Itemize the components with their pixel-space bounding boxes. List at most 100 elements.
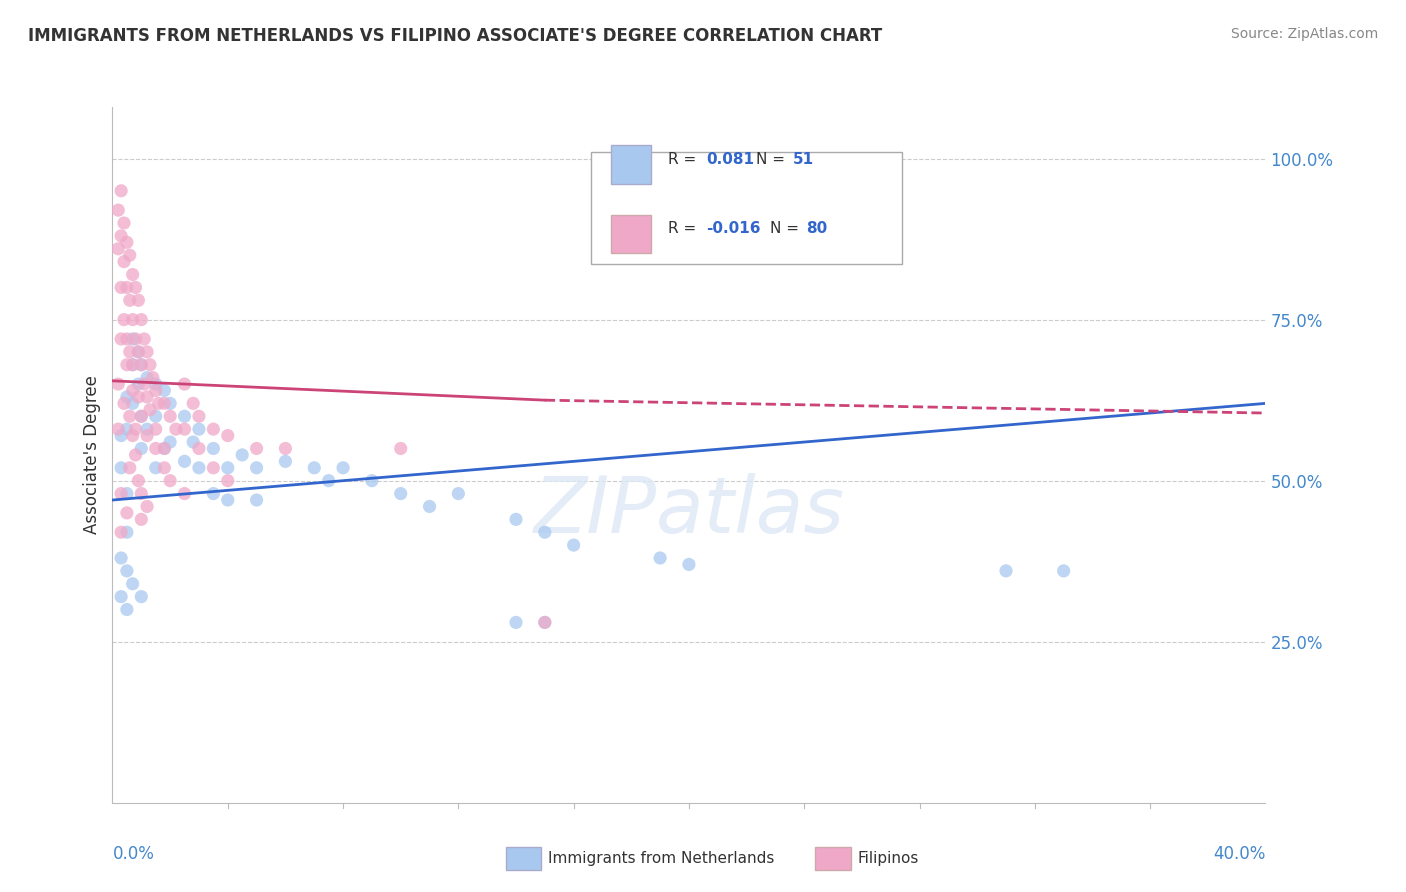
Bar bbox=[610, 215, 651, 253]
Point bbox=[245, 493, 267, 508]
Point bbox=[107, 422, 129, 436]
Point bbox=[995, 564, 1018, 578]
Point bbox=[110, 184, 132, 198]
Text: 51: 51 bbox=[793, 152, 814, 167]
Point bbox=[217, 460, 239, 475]
Bar bbox=[610, 145, 651, 184]
Point bbox=[360, 474, 382, 488]
Point bbox=[145, 409, 167, 424]
Text: N =: N = bbox=[769, 221, 803, 236]
Point bbox=[1052, 564, 1074, 578]
Point bbox=[533, 615, 555, 630]
Point bbox=[505, 512, 527, 526]
Point bbox=[121, 358, 143, 372]
Point bbox=[129, 512, 153, 526]
Text: R =: R = bbox=[668, 152, 702, 167]
Point bbox=[129, 312, 153, 326]
Point bbox=[127, 390, 149, 404]
Point bbox=[648, 551, 672, 566]
Point bbox=[129, 409, 153, 424]
Point bbox=[136, 344, 159, 359]
Point bbox=[274, 442, 297, 456]
Point bbox=[129, 590, 153, 604]
Point bbox=[127, 344, 149, 359]
Point bbox=[173, 409, 195, 424]
Point bbox=[173, 454, 195, 468]
Point bbox=[159, 435, 181, 450]
Point bbox=[153, 384, 176, 398]
Text: -0.016: -0.016 bbox=[706, 221, 761, 236]
Point bbox=[127, 474, 149, 488]
Point bbox=[153, 460, 176, 475]
Point bbox=[118, 460, 141, 475]
Point bbox=[159, 409, 181, 424]
Point bbox=[115, 390, 138, 404]
Point bbox=[110, 228, 132, 243]
Point bbox=[245, 460, 267, 475]
Point bbox=[678, 558, 700, 572]
Point bbox=[145, 422, 167, 436]
Point bbox=[110, 525, 132, 540]
Point bbox=[110, 332, 132, 346]
Point bbox=[115, 332, 138, 346]
Point bbox=[389, 486, 412, 500]
Point bbox=[115, 506, 138, 520]
Point bbox=[112, 396, 135, 410]
Point bbox=[153, 442, 176, 456]
Point bbox=[110, 428, 132, 442]
Point bbox=[447, 486, 470, 500]
Point bbox=[188, 409, 211, 424]
Point bbox=[136, 370, 159, 384]
Point bbox=[121, 396, 143, 410]
Point bbox=[121, 384, 143, 398]
Point bbox=[121, 358, 143, 372]
Point bbox=[129, 442, 153, 456]
Y-axis label: Associate's Degree: Associate's Degree bbox=[83, 376, 101, 534]
Point bbox=[389, 442, 412, 456]
Point bbox=[121, 576, 143, 591]
Point bbox=[274, 454, 297, 468]
Point bbox=[124, 280, 146, 294]
Point bbox=[127, 293, 149, 308]
Point bbox=[115, 564, 138, 578]
Point bbox=[142, 370, 165, 384]
Point bbox=[127, 344, 149, 359]
Point bbox=[107, 242, 129, 256]
Point bbox=[115, 602, 138, 616]
Point bbox=[153, 442, 176, 456]
Point bbox=[124, 448, 146, 462]
Point bbox=[165, 422, 187, 436]
Point bbox=[110, 551, 132, 566]
Point bbox=[173, 422, 195, 436]
Point bbox=[121, 332, 143, 346]
Point bbox=[139, 402, 162, 417]
Point bbox=[181, 435, 204, 450]
Point bbox=[145, 377, 167, 392]
Point bbox=[136, 422, 159, 436]
Point bbox=[332, 460, 354, 475]
Point bbox=[136, 390, 159, 404]
Point bbox=[202, 486, 225, 500]
Point bbox=[173, 377, 195, 392]
Point bbox=[129, 486, 153, 500]
Text: IMMIGRANTS FROM NETHERLANDS VS FILIPINO ASSOCIATE'S DEGREE CORRELATION CHART: IMMIGRANTS FROM NETHERLANDS VS FILIPINO … bbox=[28, 27, 883, 45]
Text: Source: ZipAtlas.com: Source: ZipAtlas.com bbox=[1230, 27, 1378, 41]
Point bbox=[121, 428, 143, 442]
Text: 40.0%: 40.0% bbox=[1213, 845, 1265, 863]
Point bbox=[136, 428, 159, 442]
Point bbox=[533, 615, 555, 630]
Point bbox=[110, 590, 132, 604]
Point bbox=[118, 344, 141, 359]
Point bbox=[188, 422, 211, 436]
Point bbox=[112, 312, 135, 326]
Point bbox=[181, 396, 204, 410]
Point bbox=[129, 409, 153, 424]
Point bbox=[217, 474, 239, 488]
Point bbox=[107, 377, 129, 392]
Text: ZIPatlas: ZIPatlas bbox=[533, 473, 845, 549]
Point bbox=[112, 254, 135, 268]
Point bbox=[202, 422, 225, 436]
Point bbox=[419, 500, 441, 514]
Text: 80: 80 bbox=[807, 221, 828, 236]
Point bbox=[134, 377, 156, 392]
